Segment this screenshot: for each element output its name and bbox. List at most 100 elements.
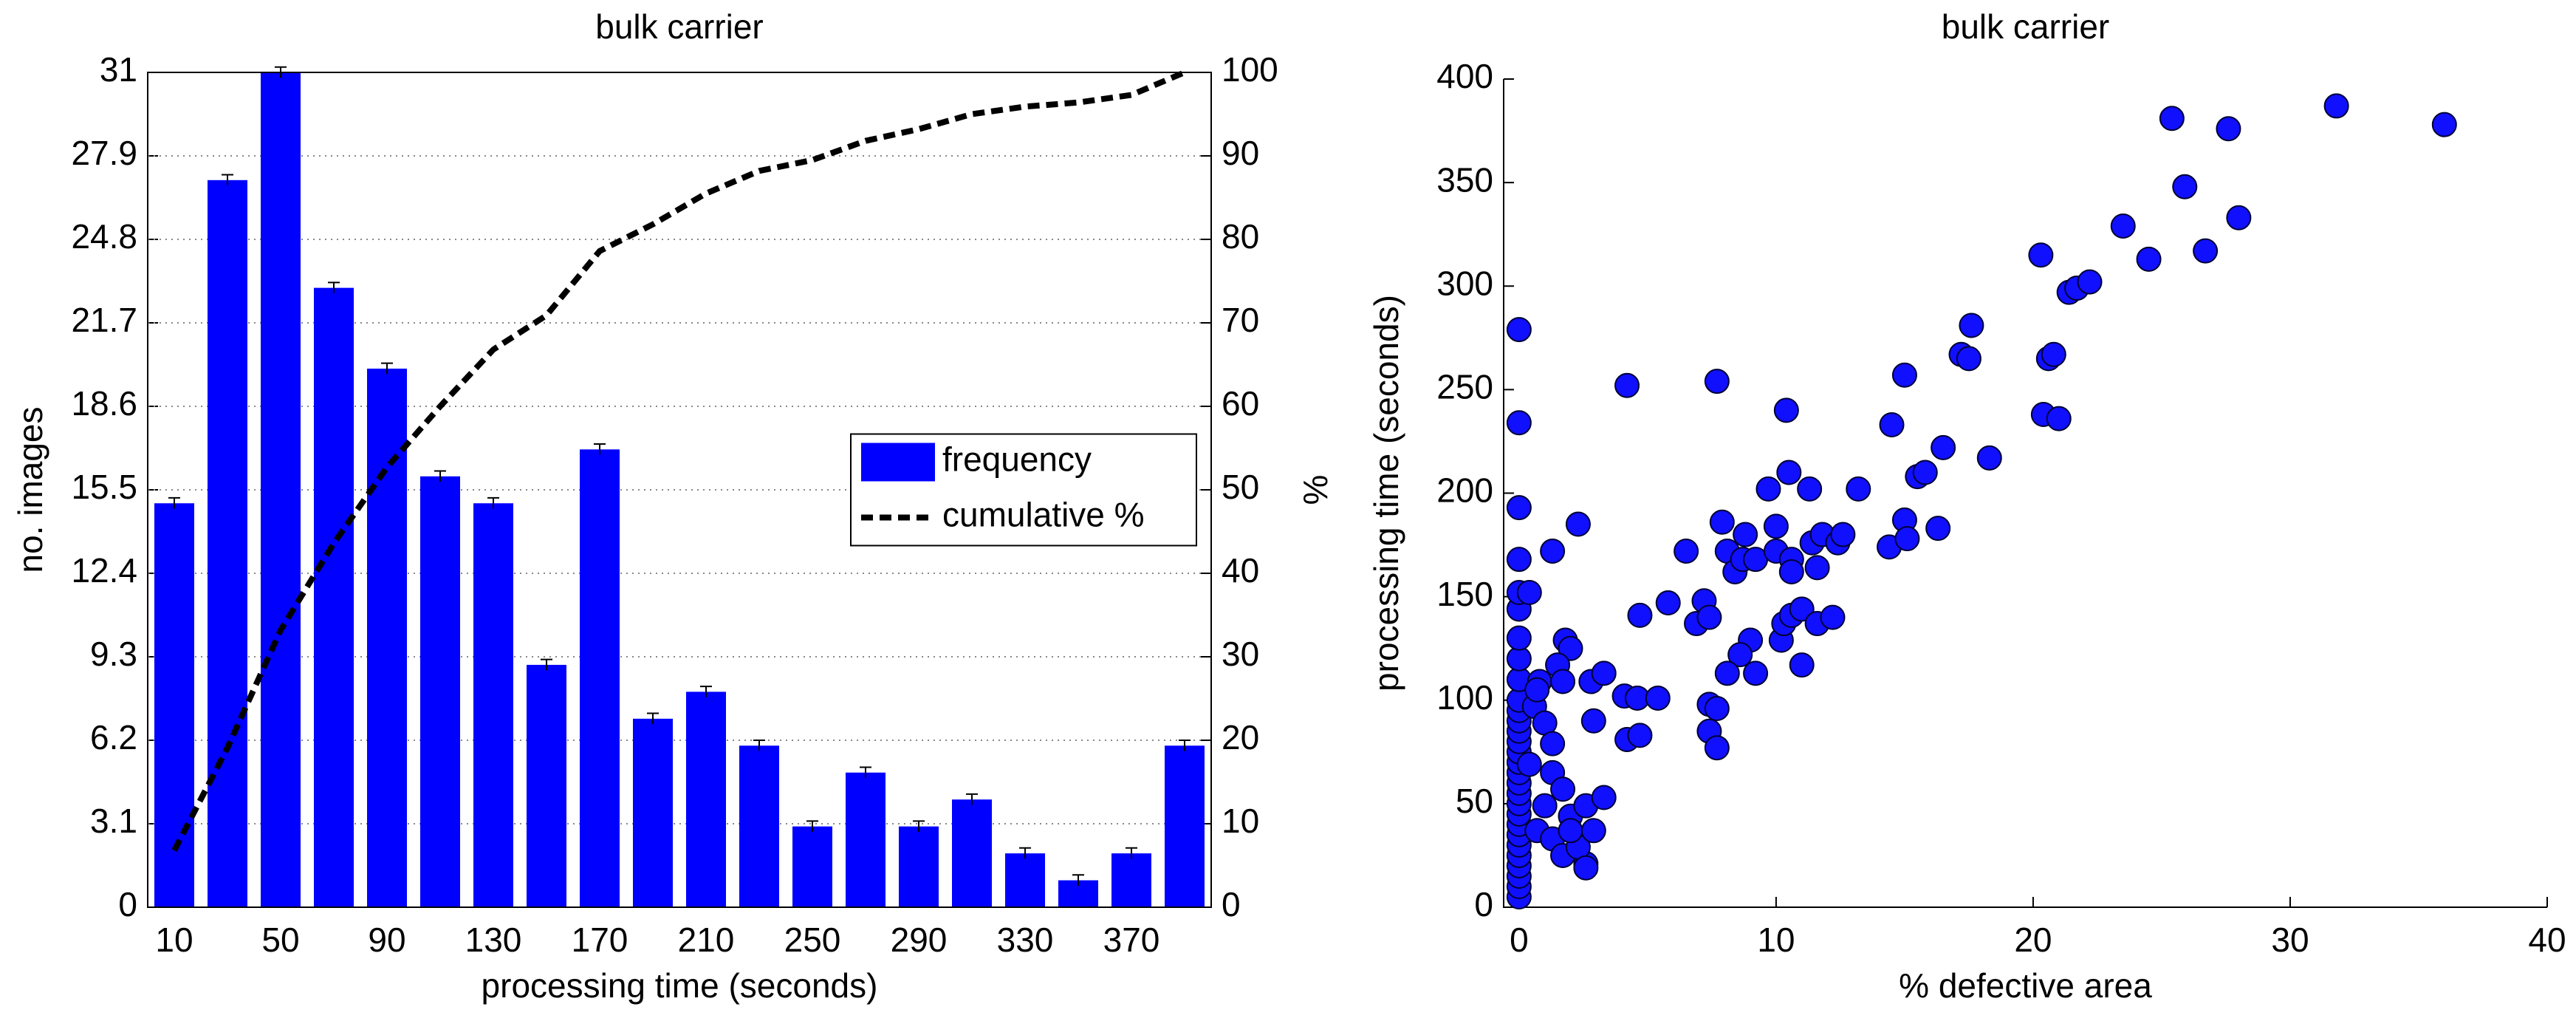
x-tick-label: 10 — [1757, 921, 1795, 959]
point — [1516, 751, 1542, 777]
point — [1614, 372, 1640, 398]
bar — [846, 772, 886, 907]
point — [1558, 818, 1583, 844]
point — [1550, 669, 1576, 694]
x-tick-label: 290 — [891, 921, 948, 959]
point — [1674, 538, 1699, 564]
x-tick-label: 40 — [2528, 921, 2566, 959]
x-tick-label: 250 — [784, 921, 841, 959]
point — [1506, 410, 1532, 436]
error-bar — [381, 362, 393, 375]
point — [1879, 412, 1905, 438]
error-bar — [541, 658, 552, 671]
bar — [580, 449, 620, 907]
error-bar — [1126, 847, 1137, 859]
point — [2028, 242, 2054, 268]
error-bar — [1019, 847, 1031, 859]
chart-title: bulk carrier — [1942, 7, 2110, 46]
y-tick-label: 3.1 — [90, 802, 137, 840]
point — [1891, 362, 1917, 388]
x-tick-label: 0 — [1510, 921, 1529, 959]
error-bar — [753, 740, 765, 751]
bar — [314, 287, 354, 907]
x-tick-label: 30 — [2271, 921, 2309, 959]
point — [1696, 604, 1722, 630]
point — [2110, 213, 2136, 239]
x-tick-label: 130 — [465, 921, 522, 959]
x-tick-label: 10 — [155, 921, 193, 959]
point — [1573, 855, 1599, 881]
point — [1627, 602, 1653, 628]
point — [1714, 660, 1740, 686]
point — [1763, 513, 1789, 539]
error-bar — [434, 470, 446, 482]
error-bar — [700, 686, 712, 697]
y-axis-label: no. images — [11, 406, 49, 573]
y-tick-label: 6.2 — [90, 718, 137, 757]
point — [2136, 246, 2162, 272]
error-bar — [168, 496, 180, 509]
y-tick-label: 0 — [1474, 885, 1493, 923]
y-tick-label: 31 — [100, 50, 137, 89]
y2-tick-label: 100 — [1222, 50, 1278, 89]
y-tick-label: 24.8 — [71, 217, 137, 256]
y2-tick-label: 90 — [1222, 134, 1259, 172]
y-tick-label: 350 — [1436, 160, 1493, 199]
y2-tick-label: 40 — [1222, 551, 1259, 590]
point — [1540, 538, 1566, 564]
y2-tick-label: 50 — [1222, 468, 1259, 506]
error-bar — [222, 174, 233, 186]
point — [2216, 116, 2241, 142]
point — [1789, 596, 1815, 622]
point — [1506, 547, 1532, 573]
point — [1846, 476, 1871, 502]
point — [1524, 677, 1550, 703]
point — [2159, 106, 2185, 132]
error-bar — [966, 793, 978, 805]
point — [1820, 604, 1846, 630]
point — [2226, 205, 2252, 231]
point — [1627, 723, 1653, 748]
point — [2172, 174, 2198, 199]
point — [1773, 397, 1799, 423]
y-axis-label: processing time (seconds) — [1367, 295, 1405, 692]
bar — [899, 826, 939, 907]
point — [1558, 635, 1583, 661]
y2-tick-label: 30 — [1222, 635, 1259, 673]
bar — [154, 503, 194, 907]
point — [1516, 580, 1542, 606]
point — [1743, 660, 1769, 686]
bar — [792, 826, 832, 907]
plot-frame — [147, 72, 1212, 908]
y2-tick-label: 10 — [1222, 802, 1259, 840]
x-tick-label: 90 — [368, 921, 405, 959]
point — [1778, 559, 1804, 584]
y-tick-label: 50 — [1456, 782, 1493, 820]
point — [1727, 642, 1753, 668]
y2-tick-label: 70 — [1222, 301, 1259, 339]
bar — [261, 72, 301, 907]
bar — [420, 476, 460, 907]
point — [1925, 516, 1951, 542]
legend-swatch — [861, 443, 935, 482]
point — [1959, 313, 1984, 338]
y2-axis-label: % — [1296, 475, 1335, 505]
point — [1506, 317, 1532, 343]
point — [1830, 522, 1856, 547]
point — [1591, 785, 1617, 810]
x-tick-label: 50 — [261, 921, 299, 959]
point — [1976, 445, 2002, 471]
bar — [1165, 745, 1205, 907]
point — [1565, 511, 1591, 537]
point — [2041, 341, 2066, 367]
point — [2431, 112, 2457, 137]
bar — [952, 799, 992, 907]
axes — [1503, 79, 2547, 908]
point — [2077, 269, 2103, 295]
point — [1704, 369, 1730, 395]
bar — [473, 503, 513, 907]
y-tick-label: 100 — [1436, 678, 1493, 717]
point — [1580, 708, 1606, 734]
point — [1704, 735, 1730, 761]
